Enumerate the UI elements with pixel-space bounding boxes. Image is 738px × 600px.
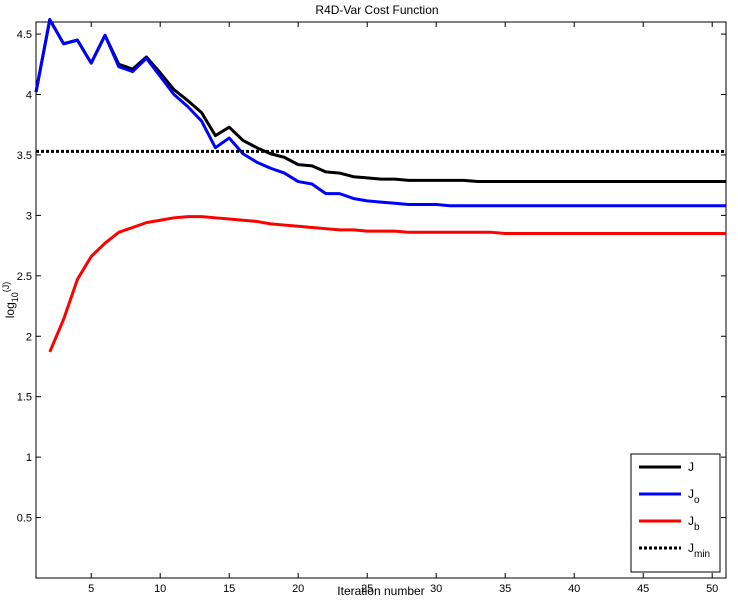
y-axis-label-base: log (3, 302, 17, 318)
y-tick-label: 4.5 (17, 29, 32, 41)
x-axis-label: Iteration number (337, 584, 424, 598)
y-axis-label-sub: 10 (10, 292, 20, 302)
legend-label-sub: o (694, 495, 700, 506)
legend-label: J (688, 460, 694, 474)
series-layer (34, 18, 726, 353)
x-axis: 5 10 15 20 25 30 35 40 45 50 (88, 22, 718, 595)
legend-label-base: J (688, 487, 694, 501)
y-tick-label: 3.5 (17, 150, 32, 162)
x-tick-label: 20 (292, 583, 304, 595)
y-axis-label: log10(J) (1, 282, 20, 319)
x-tick-label: 45 (637, 583, 649, 595)
y-tick-label: 2 (26, 331, 32, 343)
legend-label: Jb (688, 514, 700, 533)
x-tick-label: 10 (154, 583, 166, 595)
y-tick-label: 3 (26, 210, 32, 222)
x-tick-label: 30 (430, 583, 442, 595)
y-tick-label: 1.5 (17, 392, 32, 404)
legend-label-base: J (688, 514, 694, 528)
legend-label: Jo (688, 487, 700, 506)
legend-box (630, 453, 721, 573)
y-tick-label: 1 (26, 452, 32, 464)
x-tick-label: 35 (499, 583, 511, 595)
plot-area (35, 21, 727, 579)
y-axis-label-rest: (J) (1, 282, 11, 293)
legend-label-base: J (688, 460, 694, 474)
legend-label-base: J (688, 541, 694, 555)
series-line-Jb (48, 215, 726, 353)
x-tick-label: 40 (568, 583, 580, 595)
legend-label-sub: b (694, 522, 700, 533)
y-tick-label: 2.5 (17, 271, 32, 283)
legend-label-sub: min (694, 549, 710, 560)
x-tick-label: 15 (223, 583, 235, 595)
x-tick-label: 5 (88, 583, 94, 595)
x-tick-label: 50 (706, 583, 718, 595)
chart-title: R4D-Var Cost Function (315, 3, 438, 17)
y-tick-label: 4 (26, 90, 32, 102)
x-tick-label: 25 (361, 583, 373, 595)
y-axis: 0.5 1 1.5 2 2.5 3 3.5 4 4.5 (17, 29, 726, 525)
series-line-Jo (34, 18, 726, 208)
y-tick-label: 0.5 (17, 513, 32, 525)
legend-label: Jmin (688, 541, 710, 560)
